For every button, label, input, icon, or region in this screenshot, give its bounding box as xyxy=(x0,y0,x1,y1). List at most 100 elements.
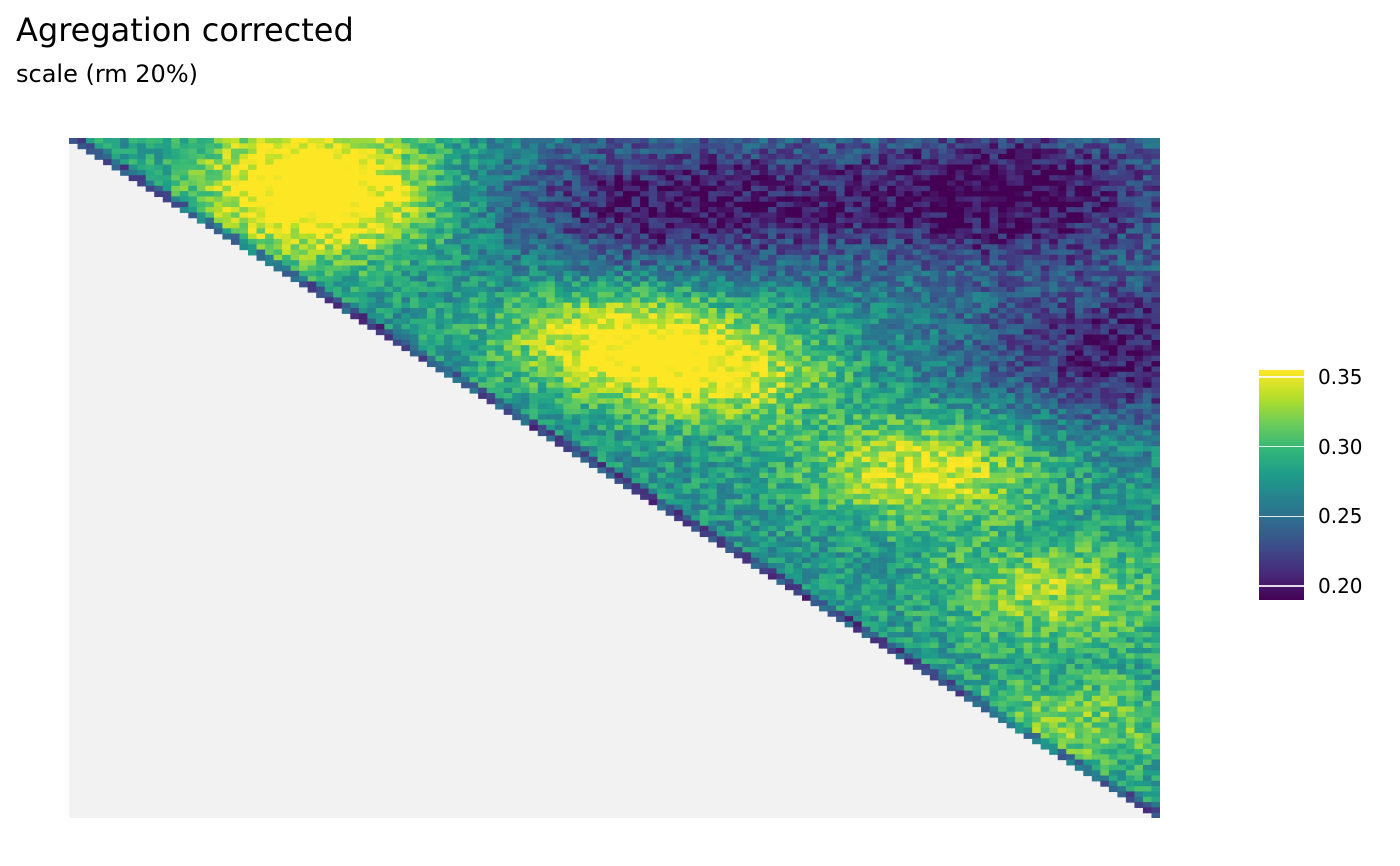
heatmap-cell xyxy=(819,382,829,389)
heatmap-cell xyxy=(1066,217,1076,224)
heatmap-cell xyxy=(1015,228,1025,235)
heatmap-cell xyxy=(580,191,590,198)
heatmap-cell xyxy=(529,302,539,309)
heatmap-cell xyxy=(469,297,479,304)
heatmap-cell xyxy=(912,350,922,357)
heatmap-cell xyxy=(384,313,394,320)
heatmap-cell xyxy=(605,238,616,245)
heatmap-cell xyxy=(1142,355,1153,362)
heatmap-cell xyxy=(1057,159,1067,166)
heatmap-cell xyxy=(333,175,343,182)
heatmap-cell xyxy=(1134,249,1144,256)
heatmap-cell xyxy=(674,244,684,251)
heatmap-cell xyxy=(699,143,709,150)
heatmap-cell xyxy=(222,191,232,198)
heatmap-cell xyxy=(495,207,505,213)
heatmap-cell xyxy=(426,217,437,224)
heatmap-cell xyxy=(767,244,778,251)
heatmap-cell xyxy=(895,382,905,389)
heatmap-cell xyxy=(887,313,897,320)
heatmap-cell xyxy=(265,148,275,155)
heatmap-cell xyxy=(776,249,786,256)
heatmap-cell xyxy=(435,207,445,213)
heatmap-cell xyxy=(273,238,283,245)
heatmap-cell xyxy=(699,270,709,277)
heatmap-cell xyxy=(1151,196,1160,203)
heatmap-cell xyxy=(571,366,581,373)
heatmap-cell xyxy=(299,244,309,251)
heatmap-cell xyxy=(597,180,607,187)
heatmap-cell xyxy=(290,138,300,144)
heatmap-cell xyxy=(1032,323,1042,330)
heatmap-cell xyxy=(367,265,377,272)
heatmap-cell xyxy=(963,207,974,213)
heatmap-cell xyxy=(486,313,496,320)
heatmap-cell xyxy=(452,249,462,256)
heatmap-cell xyxy=(597,169,607,176)
heatmap-cell xyxy=(861,350,871,357)
heatmap-cell xyxy=(367,164,377,171)
heatmap-cell xyxy=(929,249,939,256)
heatmap-cell xyxy=(725,228,735,235)
heatmap-cell xyxy=(699,313,709,320)
heatmap-cell xyxy=(674,270,684,277)
heatmap-cell xyxy=(631,138,641,144)
heatmap-cell xyxy=(478,297,488,304)
heatmap-cell xyxy=(989,244,999,251)
heatmap-cell xyxy=(742,223,752,229)
heatmap-cell xyxy=(529,382,539,389)
heatmap-cell xyxy=(989,164,999,171)
heatmap-cell xyxy=(520,233,530,240)
heatmap-cell xyxy=(614,281,624,288)
heatmap-cell xyxy=(750,281,760,288)
heatmap-cell xyxy=(784,270,795,277)
heatmap-cell xyxy=(614,371,624,378)
heatmap-cell xyxy=(358,153,368,160)
heatmap-cell xyxy=(691,371,701,378)
heatmap-cell xyxy=(512,339,522,346)
heatmap-cell xyxy=(904,377,914,383)
heatmap-cell xyxy=(512,169,522,176)
heatmap-cell xyxy=(282,191,292,198)
heatmap-cell xyxy=(972,276,982,283)
heatmap-cell xyxy=(546,148,556,155)
heatmap-cell xyxy=(665,196,675,203)
heatmap-cell xyxy=(205,143,215,150)
heatmap-cell xyxy=(682,233,692,240)
heatmap-cell xyxy=(495,169,505,176)
heatmap-cell xyxy=(230,143,241,150)
heatmap-cell xyxy=(963,223,974,229)
heatmap-cell xyxy=(444,143,454,150)
heatmap-cell xyxy=(478,143,488,150)
heatmap-cell xyxy=(614,191,624,198)
heatmap-cell xyxy=(222,223,232,229)
heatmap-cell xyxy=(213,164,224,171)
heatmap-cell xyxy=(759,212,769,219)
heatmap-cell xyxy=(469,276,479,283)
heatmap-cell xyxy=(938,164,948,171)
heatmap-cell xyxy=(162,148,172,155)
heatmap-cell xyxy=(503,207,513,213)
heatmap-cell xyxy=(640,308,650,314)
heatmap-cell xyxy=(981,377,991,383)
heatmap-cell xyxy=(213,228,224,235)
heatmap-cell xyxy=(810,276,820,283)
heatmap-cell xyxy=(358,185,368,192)
heatmap-cell xyxy=(384,191,394,198)
heatmap-cell xyxy=(1006,238,1016,245)
heatmap-cell xyxy=(716,292,726,298)
heatmap-cell xyxy=(827,164,837,171)
heatmap-cell xyxy=(1151,164,1160,171)
heatmap-cell xyxy=(733,238,743,245)
heatmap-cell xyxy=(699,223,709,229)
heatmap-cell xyxy=(972,143,982,150)
heatmap-cell xyxy=(461,254,471,261)
heatmap-cell xyxy=(1032,355,1042,362)
heatmap-cell xyxy=(452,329,462,336)
heatmap-cell xyxy=(946,175,957,182)
heatmap-cell xyxy=(444,169,454,176)
heatmap-cell xyxy=(282,201,292,208)
heatmap-cell xyxy=(503,153,513,160)
heatmap-cell xyxy=(1057,302,1067,309)
heatmap-cell xyxy=(955,286,965,293)
